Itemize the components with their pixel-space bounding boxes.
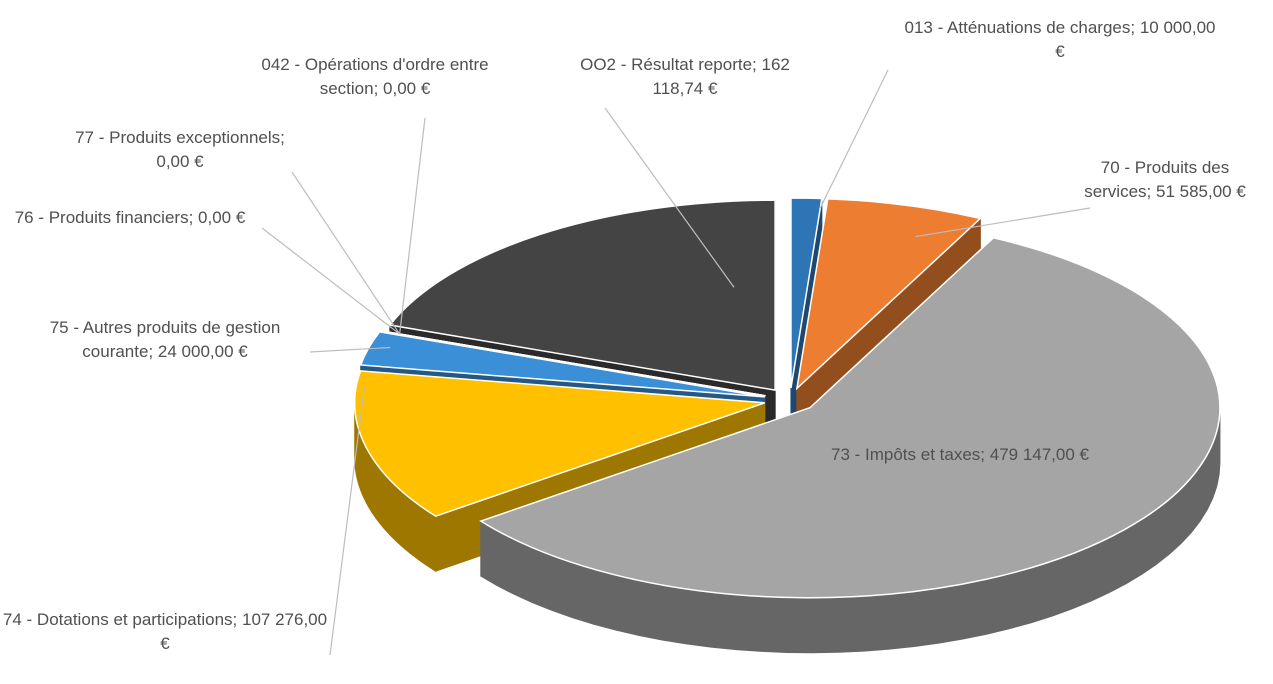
data-label: OO2 - Résultat reporte; 162 118,74 € [560, 53, 810, 101]
label-name: 75 - Autres produits de gestion courante… [49, 318, 281, 361]
label-name: 70 - Produits des services; [1084, 158, 1230, 201]
label-name: 042 - Opérations d'ordre entre section; [261, 55, 489, 98]
label-value: 0,00 € [156, 152, 204, 171]
data-label: 013 - Atténuations de charges; 10 000,00… [900, 16, 1220, 64]
leader-line [915, 207, 1091, 238]
label-value: 479 147,00 € [989, 445, 1089, 464]
leader-line [261, 227, 401, 335]
leader-line [291, 171, 401, 335]
label-name: 77 - Produits exceptionnels; [75, 128, 285, 147]
leader-line [399, 117, 426, 335]
label-value: 10 000,00 € [1055, 18, 1216, 61]
slice-top [790, 197, 823, 389]
data-label: 77 - Produits exceptionnels; 0,00 € [60, 126, 300, 174]
data-label: 042 - Opérations d'ordre entre section; … [240, 53, 510, 101]
label-value: 0,00 € [383, 79, 431, 98]
data-label: 76 - Produits financiers; 0,00 € [0, 206, 260, 230]
label-name: 76 - Produits financiers; [14, 208, 194, 227]
data-label: 75 - Autres produits de gestion courante… [20, 316, 310, 364]
label-value: 0,00 € [198, 208, 246, 227]
leader-line [329, 386, 366, 656]
slice-top [353, 370, 765, 517]
leader-line [309, 346, 391, 353]
label-name: 013 - Atténuations de charges; [904, 18, 1136, 37]
slice-top [388, 199, 776, 392]
leader-line [819, 69, 889, 209]
label-value: 24 000,00 € [157, 342, 248, 361]
label-value: 162 118,74 € [652, 55, 790, 98]
slice-top [380, 330, 766, 397]
label-name: 73 - Impôts et taxes; [830, 445, 985, 464]
slice-top [479, 237, 1221, 599]
data-label: 70 - Produits des services; 51 585,00 € [1080, 156, 1250, 204]
label-name: OO2 - Résultat reporte; [580, 55, 757, 74]
slice [479, 236, 1221, 654]
slice [380, 330, 766, 397]
label-value: 107 276,00 € [160, 610, 328, 653]
label-value: 51 585,00 € [1156, 182, 1246, 201]
slice-top [795, 198, 982, 391]
leader-line [604, 107, 735, 288]
data-label: 74 - Dotations et participations; 107 27… [0, 608, 330, 656]
data-label: 73 - Impôts et taxes; 479 147,00 € [820, 443, 1100, 467]
label-name: 74 - Dotations et participations; [2, 610, 238, 629]
